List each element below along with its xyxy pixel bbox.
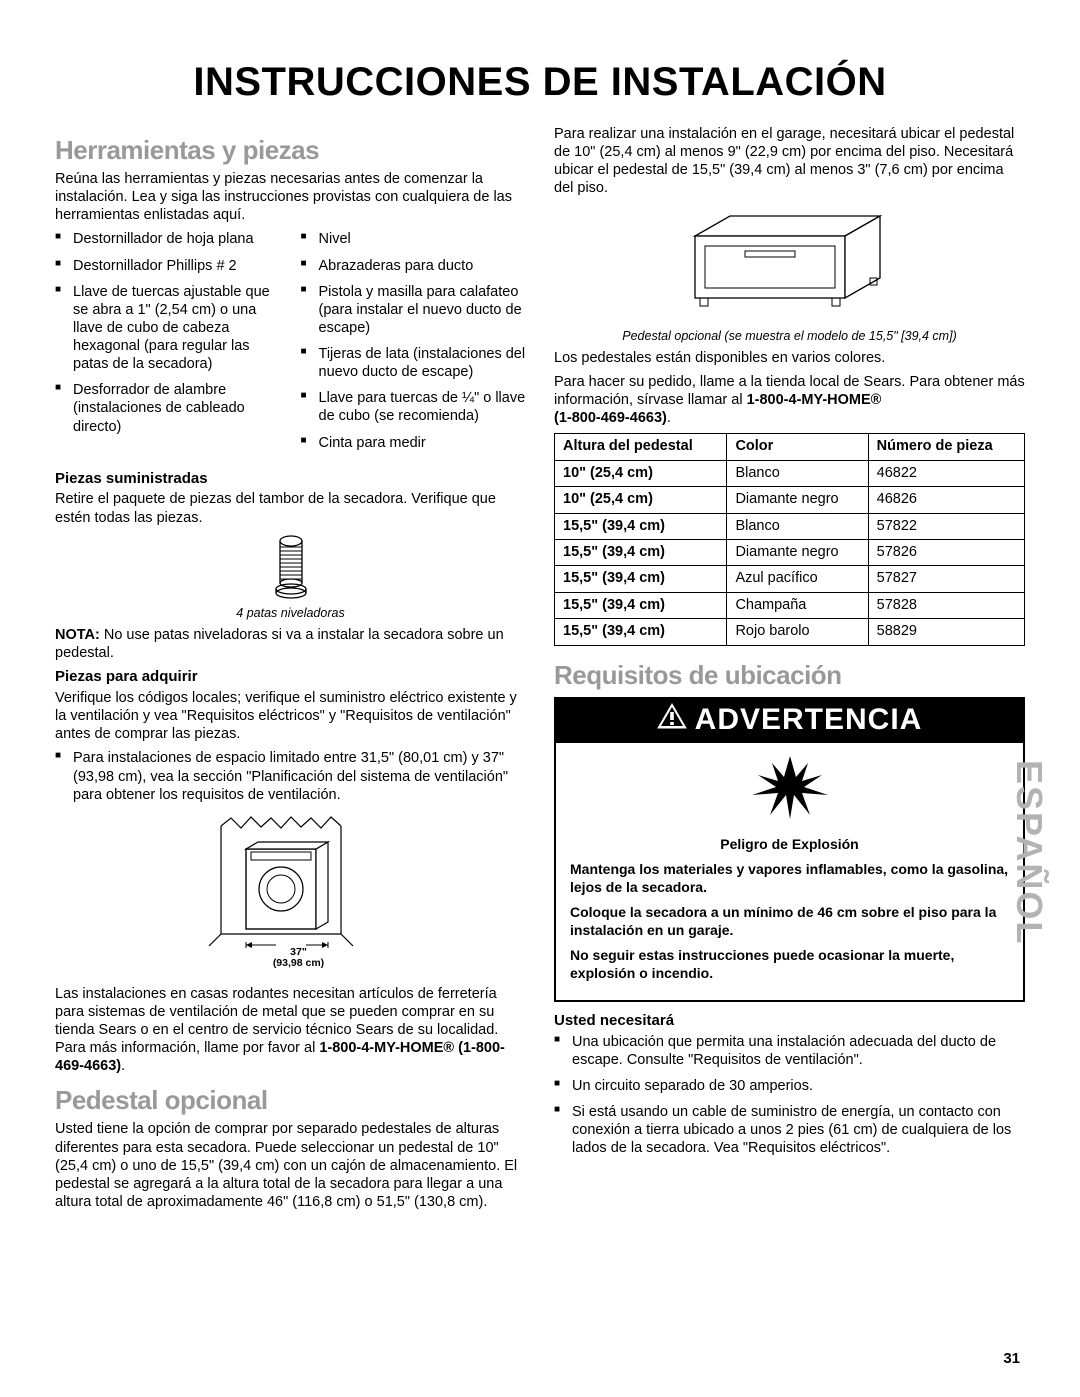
right-column: Para realizar una instalación en el gara… — [554, 125, 1025, 1217]
warning-body: Peligro de Explosión Mantenga los materi… — [556, 830, 1023, 1001]
list-item: Tijeras de lata (instalaciones del nuevo… — [301, 345, 527, 381]
list-item: Abrazaderas para ducto — [301, 257, 527, 275]
pedestal-caption: Pedestal opcional (se muestra el modelo … — [554, 329, 1025, 343]
warning-title-text: ADVERTENCIA — [695, 703, 923, 737]
tools-list-1: Destornillador de hoja plana Destornilla… — [55, 230, 281, 459]
list-item: Destornillador de hoja plana — [55, 230, 281, 248]
list-item: Una ubicación que permita una instalació… — [554, 1033, 1025, 1069]
note-text: No use patas niveladoras si va a instala… — [55, 627, 504, 661]
table-row: 10" (25,4 cm)Blanco46822 — [555, 460, 1025, 486]
pedestal-icon — [675, 206, 905, 316]
garage-text: Para realizar una instalación en el gara… — [554, 125, 1025, 198]
need-list: Una ubicación que permita una instalació… — [554, 1033, 1025, 1158]
order-text: Para hacer su pedido, llame a la tienda … — [554, 373, 1025, 427]
acquire-list: Para instalaciones de espacio limitado e… — [55, 749, 526, 803]
list-item: Llave de tuercas ajustable que se abra a… — [55, 283, 281, 374]
explosion-icon-row — [556, 743, 1023, 830]
tools-intro: Reúna las herramientas y piezas necesari… — [55, 170, 526, 224]
warning-title-bar: ADVERTENCIA — [556, 699, 1023, 743]
leveling-feet-figure — [55, 533, 526, 604]
left-column: Herramientas y piezas Reúna las herramie… — [55, 125, 526, 1217]
feet-caption: 4 patas niveladoras — [55, 606, 526, 620]
table-row: 15,5" (39,4 cm)Azul pacífico57827 — [555, 566, 1025, 592]
warn-line-1: Mantenga los materiales y vapores inflam… — [570, 861, 1009, 896]
list-item: Cinta para medir — [301, 434, 527, 452]
need-head: Usted necesitará — [554, 1012, 1025, 1031]
note-line: NOTA: No use patas niveladoras si va a i… — [55, 626, 526, 662]
th-color: Color — [727, 434, 868, 460]
page: INSTRUCCIONES DE INSTALACIÓN Herramienta… — [0, 0, 1080, 1397]
table-row: 15,5" (39,4 cm)Champaña57828 — [555, 592, 1025, 618]
tools-two-col: Destornillador de hoja plana Destornilla… — [55, 230, 526, 459]
warn-line-3: No seguir estas instrucciones puede ocas… — [570, 947, 1009, 982]
table-row: 15,5" (39,4 cm)Blanco57822 — [555, 513, 1025, 539]
acquire-head: Piezas para adquirir — [55, 668, 526, 687]
language-tab: ESPAÑOL — [1008, 760, 1050, 945]
explosion-icon — [750, 751, 830, 821]
list-item: Desforrador de alambre (instalaciones de… — [55, 381, 281, 435]
colors-text: Los pedestales están disponibles en vari… — [554, 349, 1025, 367]
list-item: Nivel — [301, 230, 527, 248]
warning-box: ADVERTENCIA Peligro de Explosión Manteng… — [554, 697, 1025, 1003]
supplied-head: Piezas suministradas — [55, 470, 526, 489]
th-height: Altura del pedestal — [555, 434, 727, 460]
pedestal-heading: Pedestal opcional — [55, 1085, 526, 1116]
pedestal-text: Usted tiene la opción de comprar por sep… — [55, 1120, 526, 1211]
table-row: 15,5" (39,4 cm)Rojo barolo58829 — [555, 619, 1025, 645]
page-number: 31 — [1003, 1350, 1020, 1367]
pedestal-table: Altura del pedestal Color Número de piez… — [554, 433, 1025, 645]
note-label: NOTA: — [55, 627, 100, 643]
supplied-text: Retire el paquete de piezas del tambor d… — [55, 490, 526, 526]
list-item: Pistola y masilla para calafateo (para i… — [301, 283, 527, 337]
tools-list-2: Nivel Abrazaderas para ducto Pistola y m… — [301, 230, 527, 459]
table-row: 15,5" (39,4 cm)Diamante negro57826 — [555, 539, 1025, 565]
two-column-layout: Herramientas y piezas Reúna las herramie… — [55, 125, 1025, 1217]
acquire-text: Verifique los códigos locales; verifique… — [55, 689, 526, 743]
hazard-label: Peligro de Explosión — [570, 836, 1009, 854]
dryer-closet-icon — [206, 814, 376, 964]
warning-triangle-icon — [657, 703, 687, 737]
tools-heading: Herramientas y piezas — [55, 135, 526, 166]
th-part: Número de pieza — [868, 434, 1024, 460]
location-heading: Requisitos de ubicación — [554, 660, 1025, 691]
table-header-row: Altura del pedestal Color Número de piez… — [555, 434, 1025, 460]
list-item: Si está usando un cable de suministro de… — [554, 1103, 1025, 1157]
warn-line-2: Coloque la secadora a un mínimo de 46 cm… — [570, 904, 1009, 939]
main-title: INSTRUCCIONES DE INSTALACIÓN — [55, 60, 1025, 105]
leveling-foot-icon — [273, 533, 309, 599]
pedestal-figure — [554, 206, 1025, 321]
dryer-dim: 37" (93,98 cm) — [71, 947, 526, 969]
table-row: 10" (25,4 cm)Diamante negro46826 — [555, 487, 1025, 513]
dryer-closet-figure: 37" (93,98 cm) — [55, 814, 526, 969]
list-item: Llave para tuercas de ¼" o llave de cubo… — [301, 389, 527, 425]
list-item: Un circuito separado de 30 amperios. — [554, 1077, 1025, 1095]
list-item: Destornillador Phillips # 2 — [55, 257, 281, 275]
list-item: Para instalaciones de espacio limitado e… — [55, 749, 526, 803]
mobile-home-text: Las instalaciones en casas rodantes nece… — [55, 985, 526, 1076]
